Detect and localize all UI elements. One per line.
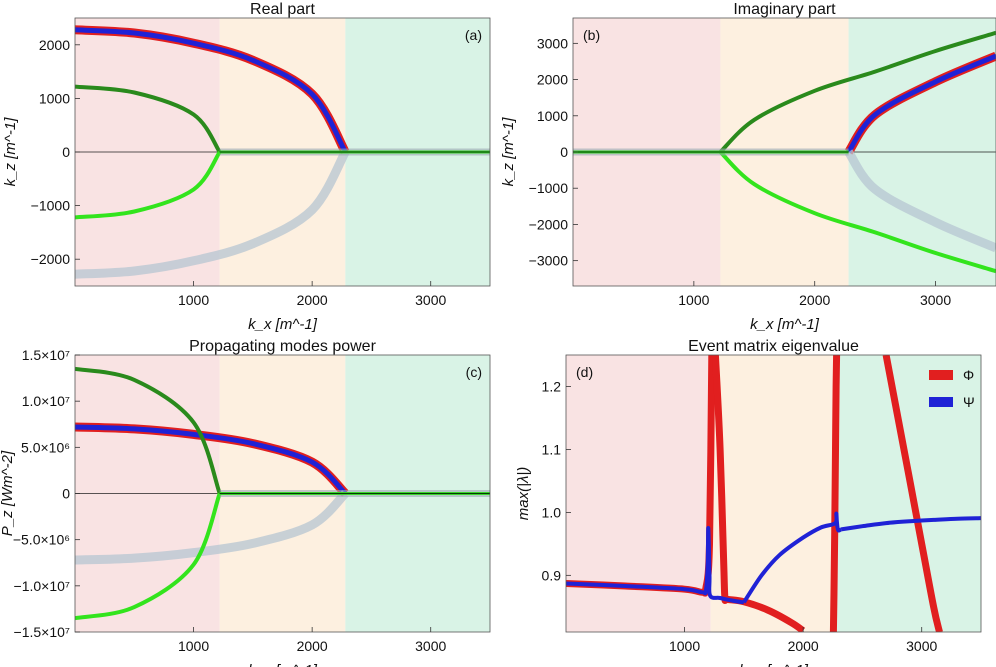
series-group	[566, 355, 981, 632]
x-tick-label: 3000	[415, 638, 446, 654]
x-tick-label: 1000	[678, 292, 709, 308]
series-group	[75, 25, 490, 279]
series-line-dark-green	[718, 30, 996, 154]
y-tick-label: 1.2	[542, 378, 562, 394]
legend-label: Φ	[963, 367, 974, 383]
series-line-upper-blue	[75, 424, 348, 496]
series-line-dark-green	[75, 84, 222, 154]
y-tick-label: 2000	[39, 37, 70, 53]
series-line-upper-ellipse	[75, 27, 348, 154]
x-tick-label: 2000	[297, 638, 328, 654]
y-tick-label: 2000	[537, 72, 568, 88]
y-tick-label: −5.0×10⁶	[13, 532, 70, 548]
y-tick-label: 1.0	[542, 504, 562, 520]
chart-title: Event matrix eigenvalue	[688, 338, 859, 355]
region-band	[710, 355, 837, 632]
x-tick-label: 3000	[415, 292, 446, 308]
x-axis-label: k_x [m^-1]	[739, 662, 809, 667]
series-line-upper-blue	[846, 53, 996, 154]
panel-label: (d)	[576, 364, 593, 380]
chart-title: Imaginary part	[733, 1, 836, 18]
x-tick-label: 2000	[799, 292, 830, 308]
y-tick-label: −1000	[31, 198, 71, 214]
y-tick-label: 0.9	[542, 567, 562, 583]
chart-title: Real part	[250, 1, 315, 18]
y-tick-label: 1000	[537, 108, 568, 124]
x-axis-label: k_x [m^-1]	[248, 662, 318, 667]
x-tick-label: 3000	[920, 292, 951, 308]
series-group	[75, 366, 490, 621]
y-tick-label: −1.0×10⁷	[14, 578, 70, 594]
series-line-lower-blue	[75, 490, 349, 565]
y-axis-label: k_z [m^-1]	[500, 117, 517, 187]
y-tick-label: 1.1	[542, 441, 562, 457]
series-line-dark-green	[75, 366, 222, 495]
y-tick-label: 1000	[39, 90, 70, 106]
y-tick-label: 0	[62, 486, 70, 502]
x-tick-label: 1000	[178, 292, 209, 308]
y-tick-label: 1.5×10⁷	[22, 347, 70, 363]
series-line-light-green	[75, 150, 222, 220]
plot-frame	[565, 354, 982, 633]
y-tick-label: 0	[560, 144, 568, 160]
series-line-light-green	[718, 150, 996, 274]
y-axis-label: max(|λ|)	[515, 467, 532, 521]
panel-d: 1000 2000 3000 1.2 1.1 1.0 0.9 Event matrix eig…	[515, 338, 982, 667]
y-tick-label: 5.0×10⁶	[21, 439, 70, 455]
y-tick-label: −2000	[31, 251, 71, 267]
x-tick-label: 3000	[906, 638, 937, 654]
series-line-Φ	[882, 355, 943, 632]
panel-label: (c)	[466, 364, 482, 380]
y-tick-label: 1.0×10⁷	[22, 393, 70, 409]
panel-c: 1000 2000 3000 1.5×10⁷ 1.0×10⁷ 5.0×10⁶ 0 −5.0×1…	[0, 338, 491, 667]
y-tick-label: −1000	[529, 180, 569, 196]
legend-swatch	[929, 370, 953, 380]
series-line-light-green	[75, 492, 222, 621]
y-tick-label: −3000	[529, 253, 569, 269]
panel-a: 1000 2000 3000 2000 1000 0 −1000 −2000 Real part…	[2, 1, 491, 333]
y-tick-label: −2000	[529, 216, 569, 232]
legend-swatch	[929, 397, 953, 407]
y-tick-label: 3000	[537, 35, 568, 51]
series-group	[573, 30, 996, 274]
series-line-Ψ	[742, 511, 842, 604]
series-line-lower-blue	[844, 149, 996, 253]
y-tick-label: 0	[62, 144, 70, 160]
y-axis-label: P_z [Wm^-2]	[0, 450, 16, 536]
panel-label: (a)	[465, 27, 482, 43]
series-line-Ψ	[566, 526, 745, 605]
x-tick-label: 1000	[669, 638, 700, 654]
series-line-lower-ellipse	[75, 149, 350, 279]
series-line-Φ	[829, 355, 841, 632]
y-axis-label: k_z [m^-1]	[2, 117, 19, 187]
x-tick-label: 1000	[178, 638, 209, 654]
chart-title: Propagating modes power	[189, 338, 376, 355]
x-axis-label: k_x [m^-1]	[248, 316, 318, 333]
x-axis-label: k_x [m^-1]	[750, 316, 820, 333]
y-tick-label: −1.5×10⁷	[14, 624, 70, 640]
panel-b: 1000 2000 3000 3000 2000 1000 0 −1000 −2000 −3000…	[500, 1, 996, 333]
series-line-Ψ	[840, 516, 981, 532]
region-band	[836, 355, 981, 632]
x-tick-label: 2000	[788, 638, 819, 654]
panel-label: (b)	[583, 27, 600, 43]
x-tick-label: 2000	[297, 292, 328, 308]
legend-label: Ψ	[963, 394, 975, 410]
